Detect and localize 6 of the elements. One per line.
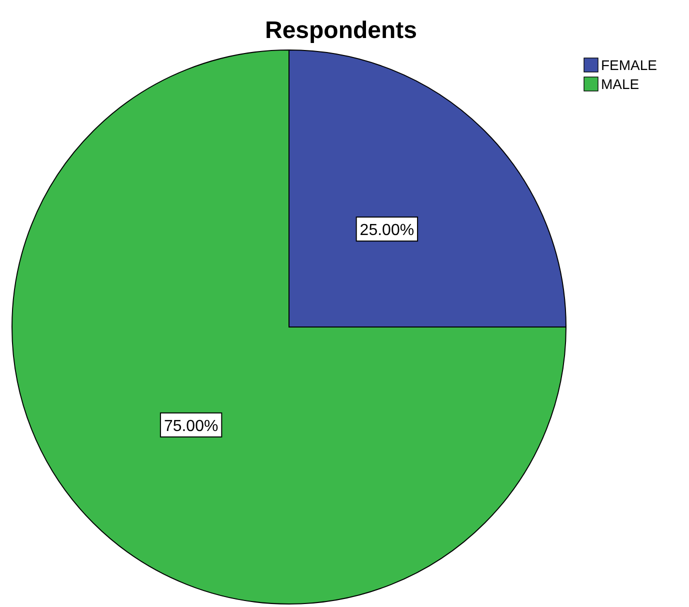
legend-label: FEMALE bbox=[601, 57, 658, 73]
data-label: 25.00% bbox=[360, 222, 414, 240]
pie-slice bbox=[12, 50, 566, 604]
chart-title: Respondents bbox=[264, 17, 418, 44]
data-label: 75.00% bbox=[164, 418, 218, 435]
legend-label: MALE bbox=[601, 76, 640, 92]
